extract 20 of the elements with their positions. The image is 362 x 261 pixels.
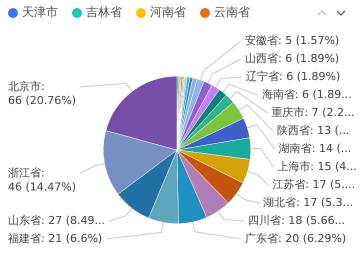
slice-label: 上海市: 15 (4... [277, 160, 357, 173]
legend-label: 吉林省 [86, 5, 122, 20]
slice-label: 浙江省: 46 (14.47%) [8, 166, 76, 194]
slice-label: 江苏省: 17 (5.... [272, 178, 356, 191]
legend-label: 云南省 [214, 5, 250, 20]
slice-label: 四川省: 18 (5.66... [248, 214, 346, 227]
slice-label: 辽宁省: 6 (1.89%) [246, 70, 340, 83]
slice-label: 湖北省: 17 (5.3... [263, 196, 354, 209]
slice-label: 安徽省: 5 (1.57%) [245, 34, 340, 47]
slice-label: 福建省: 21 (6.6%) [8, 232, 102, 245]
slice-label: 重庆市: 7 (2.2... [271, 106, 354, 119]
slice-label: 海南省: 6 (1.89... [262, 88, 352, 101]
legend-label: 河南省 [150, 5, 186, 20]
slice-label: 北京市: 66 (20.76%) [8, 80, 76, 107]
slice-label: 山东省: 27 (8.49... [8, 214, 105, 227]
legend-label: 天津市 [22, 5, 58, 20]
slice-label: 陕西省: 13 (... [276, 124, 350, 137]
slice-label: 广东省: 20 (6.29%) [245, 232, 346, 245]
slice-label: 山西省: 6 (1.89%) [245, 52, 340, 65]
slice-label: 湖南省: 14 (... [278, 142, 352, 155]
